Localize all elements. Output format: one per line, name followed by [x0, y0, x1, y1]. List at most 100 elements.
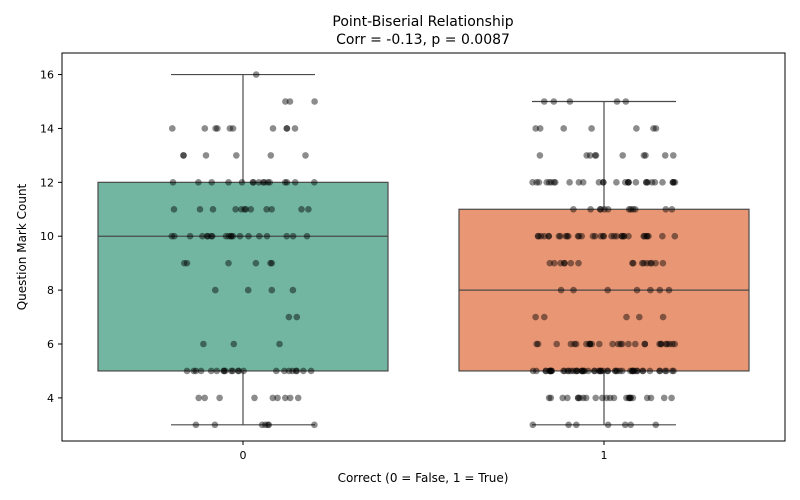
data-point: [586, 152, 594, 159]
data-point: [267, 259, 274, 267]
data-point: [546, 367, 553, 375]
data-point: [266, 179, 274, 186]
data-point: [657, 340, 665, 348]
data-point: [573, 421, 580, 429]
data-point: [264, 421, 272, 429]
data-point: [285, 313, 293, 321]
data-point: [658, 340, 665, 348]
data-point: [192, 367, 200, 375]
data-point: [643, 179, 650, 186]
data-point: [604, 421, 612, 429]
chart-subtitle: Corr = -0.13, p = 0.0087: [336, 32, 510, 48]
data-point: [656, 286, 664, 294]
data-point: [300, 367, 307, 375]
data-point: [265, 421, 273, 429]
data-point: [169, 125, 176, 132]
data-point: [640, 259, 647, 267]
data-point: [268, 286, 276, 294]
y-tick-label: 8: [47, 284, 54, 297]
data-point: [573, 367, 581, 375]
data-point: [652, 125, 660, 132]
data-point: [634, 367, 641, 375]
data-point: [575, 232, 583, 240]
data-point: [579, 394, 587, 402]
data-point: [557, 286, 565, 294]
data-point: [258, 421, 266, 429]
data-point: [588, 125, 595, 132]
data-point: [642, 152, 649, 159]
data-point: [285, 367, 293, 375]
data-point: [632, 205, 639, 213]
data-point: [629, 205, 637, 213]
data-point: [656, 340, 663, 348]
data-point: [293, 367, 300, 375]
data-point: [625, 232, 632, 240]
data-point: [628, 367, 636, 375]
data-point: [226, 125, 234, 132]
data-point: [311, 179, 318, 186]
data-point: [564, 394, 571, 402]
data-point: [670, 179, 677, 186]
plot-frame: [61, 52, 786, 442]
data-point: [647, 394, 655, 402]
data-point: [235, 367, 242, 375]
data-point: [663, 340, 671, 348]
data-point: [599, 179, 607, 186]
data-point: [557, 232, 564, 240]
data-point: [550, 179, 558, 186]
data-point: [661, 152, 669, 159]
data-point: [235, 367, 242, 375]
data-point: [656, 367, 663, 375]
data-point: [261, 179, 268, 186]
data-point: [533, 179, 540, 186]
data-point: [625, 179, 632, 186]
y-axis: 4 6 8 10 12 14 16: [40, 69, 62, 405]
data-point: [545, 232, 552, 240]
data-point: [241, 205, 248, 213]
data-point: [625, 205, 633, 213]
data-point: [641, 232, 648, 240]
points-layer: [168, 71, 679, 429]
data-point: [311, 421, 318, 429]
data-point: [204, 232, 211, 240]
data-point: [222, 367, 229, 375]
data-point: [562, 232, 570, 240]
data-point: [613, 98, 621, 105]
data-point: [596, 340, 603, 348]
data-point: [617, 340, 624, 348]
data-point: [267, 152, 275, 159]
data-point: [570, 205, 577, 213]
data-point: [625, 179, 632, 186]
data-point: [618, 232, 626, 240]
data-point: [245, 232, 252, 240]
data-point: [608, 232, 615, 240]
data-point: [262, 421, 269, 429]
data-point: [620, 232, 628, 240]
data-point: [648, 259, 655, 267]
data-point: [545, 179, 553, 186]
data-point: [643, 232, 650, 240]
data-point: [595, 179, 603, 186]
data-point: [560, 125, 567, 132]
data-point: [536, 125, 544, 132]
data-point: [579, 367, 587, 375]
chart-title: Point-Biserial Relationship: [332, 14, 513, 30]
data-point: [274, 394, 281, 402]
data-point: [604, 286, 611, 294]
data-point: [211, 421, 219, 429]
data-point: [659, 313, 667, 321]
data-point: [620, 232, 627, 240]
data-point: [208, 232, 216, 240]
data-point: [666, 340, 673, 348]
data-point: [567, 259, 575, 267]
data-point: [579, 179, 587, 186]
data-point: [575, 259, 582, 267]
data-point: [579, 367, 587, 375]
y-tick-label: 16: [40, 69, 54, 82]
data-point: [529, 367, 537, 375]
boxes-layer: [97, 73, 750, 426]
data-point: [578, 367, 586, 375]
data-point: [652, 421, 660, 429]
data-point: [662, 340, 670, 348]
data-point: [659, 232, 666, 240]
